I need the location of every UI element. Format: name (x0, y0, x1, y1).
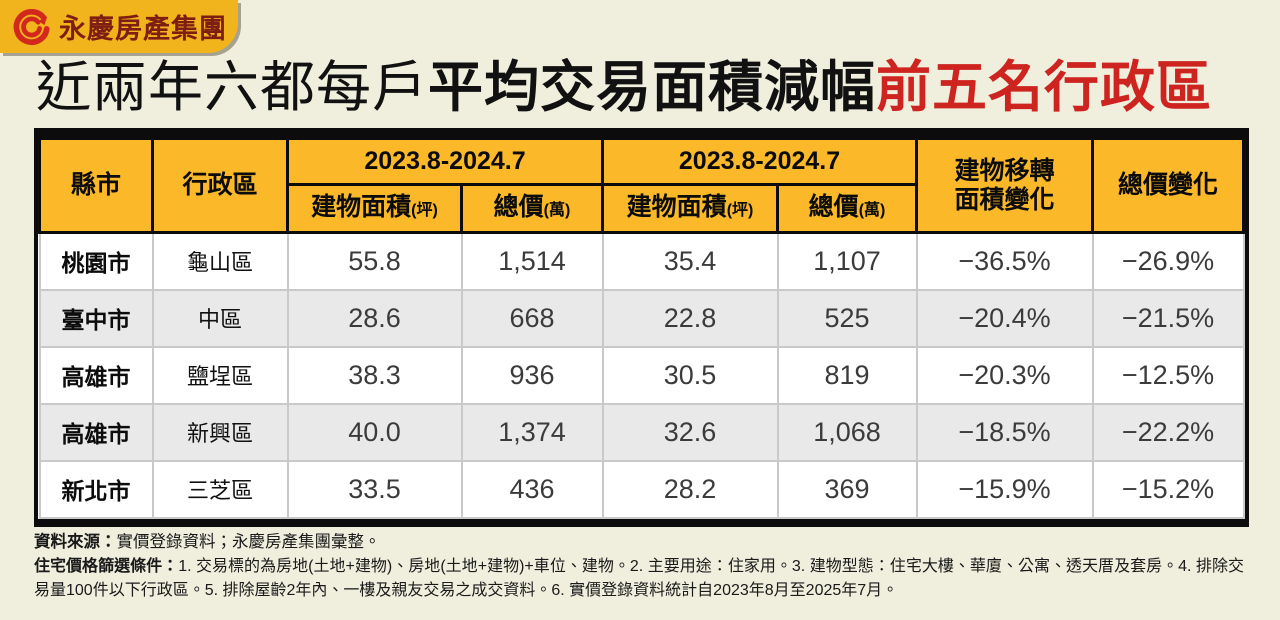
header-price-label: 總價 (493, 192, 544, 221)
table-row: 桃園市 龜山區 55.8 1,514 35.4 1,107 −36.5% −26… (38, 231, 1245, 291)
yungching-logo-icon (13, 8, 50, 45)
footer-notes: 資料來源：實價登錄資料；永慶房產集團彙整。 住宅價格篩選條件：1. 交易標的為房… (34, 531, 1244, 602)
cell-district: 三芝區 (151, 459, 289, 519)
cell-district: 中區 (151, 288, 289, 348)
cell-city: 高雄市 (38, 402, 154, 462)
cell-area-change: −20.4% (915, 288, 1094, 348)
table-row: 高雄市 鹽埕區 38.3 936 30.5 819 −20.3% −12.5% (38, 345, 1245, 405)
data-source-text: 實價登錄資料；永慶房產集團彙整。 (116, 533, 381, 551)
header-area-p2: 建物面積(坪) (601, 183, 780, 234)
table-body: 桃園市 龜山區 55.8 1,514 35.4 1,107 −36.5% −26… (38, 231, 1245, 519)
table-row: 臺中市 中區 28.6 668 22.8 525 −20.4% −21.5% (38, 288, 1245, 348)
cell-price-change: −22.2% (1091, 402, 1245, 462)
header-price-unit: (萬) (858, 201, 886, 219)
cell-district: 新興區 (151, 402, 289, 462)
cell-price-p1: 936 (460, 345, 604, 405)
header-district: 行政區 (151, 137, 289, 234)
header-price-p1: 總價(萬) (459, 183, 605, 234)
cell-city: 臺中市 (38, 288, 154, 348)
cell-area-p2: 28.2 (601, 459, 779, 519)
cell-price-change: −21.5% (1091, 288, 1245, 348)
header-price-label: 總價 (808, 192, 859, 221)
header-transfer-line2: 面積變化 (954, 185, 1055, 214)
header-period-1: 2023.8-2024.7 (285, 137, 605, 186)
logo-text: 永慶房產集團 (59, 14, 227, 44)
cell-price-p2: 525 (776, 288, 918, 348)
cell-price-p2: 819 (776, 345, 918, 405)
header-area-label: 建物面積 (311, 192, 412, 221)
cell-area-p1: 28.6 (286, 288, 463, 348)
table-header: 縣市 行政區 2023.8-2024.7 2023.8-2024.7 建物移轉 … (38, 137, 1246, 234)
data-table-frame: 縣市 行政區 2023.8-2024.7 2023.8-2024.7 建物移轉 … (34, 128, 1250, 527)
header-area-p1: 建物面積(坪) (286, 183, 463, 234)
cell-area-change: −15.9% (915, 459, 1094, 519)
data-source-line: 資料來源：實價登錄資料；永慶房產集團彙整。 (34, 531, 1244, 553)
cell-district: 龜山區 (151, 231, 289, 291)
title-segment-bold: 平均交易面積減幅 (428, 56, 877, 118)
cell-price-p1: 668 (460, 288, 604, 348)
cell-city: 高雄市 (38, 345, 154, 405)
cell-area-p1: 55.8 (286, 231, 463, 291)
cell-price-change: −12.5% (1091, 345, 1245, 405)
cell-district: 鹽埕區 (151, 345, 289, 405)
cell-area-p2: 35.4 (601, 231, 779, 291)
cell-area-change: −20.3% (915, 345, 1094, 405)
title-segment-regular: 近兩年六都每戶 (36, 56, 429, 118)
cell-price-p1: 436 (460, 459, 604, 519)
criteria-label: 住宅價格篩選條件： (34, 558, 179, 575)
cell-area-p2: 22.8 (601, 288, 779, 348)
cell-price-p1: 1,374 (460, 402, 604, 462)
cell-price-p2: 1,068 (776, 402, 918, 462)
criteria-text: 1. 交易標的為房地(土地+建物)、房地(土地+建物)+車位、建物。2. 主要用… (34, 558, 1244, 599)
page-title: 近兩年六都每戶平均交易面積減幅前五名行政區 (36, 56, 1212, 118)
criteria-line: 住宅價格篩選條件：1. 交易標的為房地(土地+建物)、房地(土地+建物)+車位、… (34, 555, 1244, 602)
cell-area-change: −36.5% (915, 231, 1094, 291)
cell-city: 桃園市 (38, 231, 154, 291)
header-city: 縣市 (38, 137, 154, 234)
header-area-unit: (坪) (726, 201, 754, 219)
table-row: 新北市 三芝區 33.5 436 28.2 369 −15.9% −15.2% (38, 459, 1245, 519)
header-area-unit: (坪) (411, 201, 438, 219)
cell-price-p1: 1,514 (460, 231, 604, 291)
header-period-2: 2023.8-2024.7 (601, 137, 919, 186)
cell-area-p1: 33.5 (286, 459, 463, 519)
title-segment-red: 前五名行政區 (876, 56, 1213, 118)
header-price-change: 總價變化 (1091, 137, 1246, 234)
header-price-p2: 總價(萬) (776, 183, 919, 234)
cell-area-p1: 40.0 (286, 402, 463, 462)
header-area-label: 建物面積 (626, 192, 727, 221)
cell-price-p2: 1,107 (776, 231, 918, 291)
cell-area-p2: 32.6 (601, 402, 779, 462)
cell-area-change: −18.5% (915, 402, 1094, 462)
header-price-unit: (萬) (543, 201, 571, 219)
cell-area-p2: 30.5 (601, 345, 779, 405)
cell-price-p2: 369 (776, 459, 918, 519)
cell-city: 新北市 (38, 459, 154, 519)
header-transfer-line1: 建物移轉 (954, 156, 1055, 185)
data-table: 縣市 行政區 2023.8-2024.7 2023.8-2024.7 建物移轉 … (38, 137, 1246, 519)
header-transfer-area-change: 建物移轉 面積變化 (915, 137, 1095, 234)
cell-area-p1: 38.3 (286, 345, 463, 405)
data-source-label: 資料來源： (34, 533, 117, 551)
logo-badge: 永慶房產集團 (0, 0, 238, 53)
cell-price-change: −26.9% (1091, 231, 1245, 291)
table-row: 高雄市 新興區 40.0 1,374 32.6 1,068 −18.5% −22… (38, 402, 1245, 462)
cell-price-change: −15.2% (1091, 459, 1245, 519)
